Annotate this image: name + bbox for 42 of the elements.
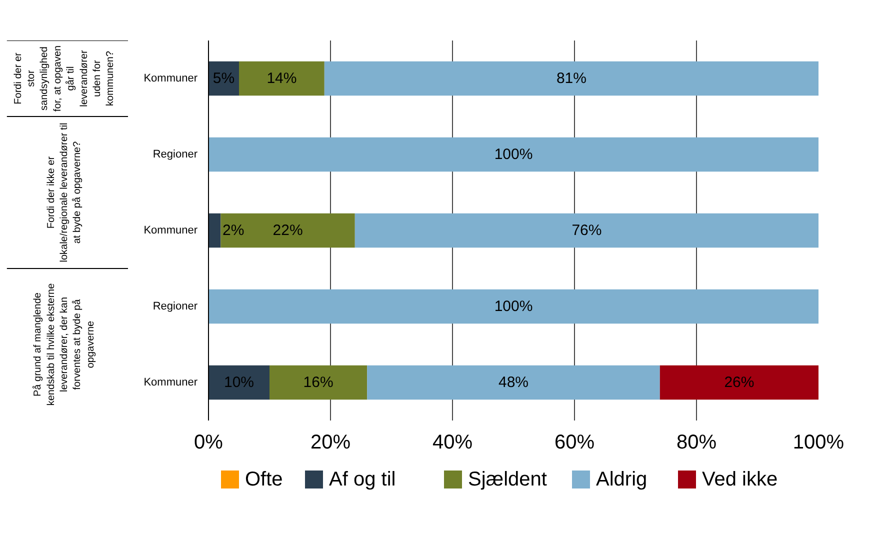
bar [239, 61, 324, 96]
text: På grund af manglende kendskab til hvilke eksterne leverandører, der kan forventes at byde på opgaverne [32, 282, 96, 406]
x-tick-label: 80% [676, 432, 717, 454]
text: Fordi der ikke er lokale/regionale leverandører til at byde på opgaverne? [46, 122, 84, 262]
y-tick-label: Kommuner [144, 72, 198, 84]
y-tick-label: Kommuner [144, 224, 198, 236]
bar [367, 365, 660, 400]
data-label: 76% [572, 222, 602, 239]
y-tick-label: Regioner [152, 148, 198, 160]
x-tick-label: 60% [554, 432, 595, 454]
bar [208, 365, 270, 400]
text: Fordi der er stor sandsynlighed for, at opgaven går til leverandører uden for kommunen? [12, 45, 116, 112]
x-tick-label: 20% [310, 432, 351, 454]
x-tick-label: 40% [432, 432, 473, 454]
data-label: 10% [224, 374, 254, 391]
legend-label: Sjældent [468, 468, 548, 490]
data-label: 48% [498, 374, 529, 391]
bar [660, 365, 818, 400]
y-tick-label: Regioner [152, 300, 198, 312]
data-label: 100% [494, 298, 533, 315]
bar [270, 365, 368, 400]
bar [208, 213, 221, 248]
legend-label: Ofte [245, 468, 283, 490]
legend-label: Ved ikke [702, 468, 778, 490]
x-tick-label: 100% [792, 432, 844, 454]
bar [208, 289, 818, 324]
data-label: 5% [212, 70, 235, 87]
data-label: 2% [222, 222, 244, 239]
data-label: 16% [303, 374, 334, 391]
data-label: 26% [724, 374, 754, 391]
legend-label: Aldrig [596, 468, 648, 490]
bar [220, 213, 355, 248]
x-tick-label: 0% [194, 432, 224, 454]
data-label: 22% [272, 222, 303, 239]
data-label: 14% [266, 70, 297, 87]
y-tick-label: Kommuner [144, 376, 198, 388]
data-label: 81% [556, 70, 586, 87]
bar [324, 61, 818, 96]
bar [208, 137, 818, 172]
bar [354, 213, 818, 248]
legend-label: Af og til [329, 468, 396, 490]
data-label: 100% [494, 146, 533, 163]
